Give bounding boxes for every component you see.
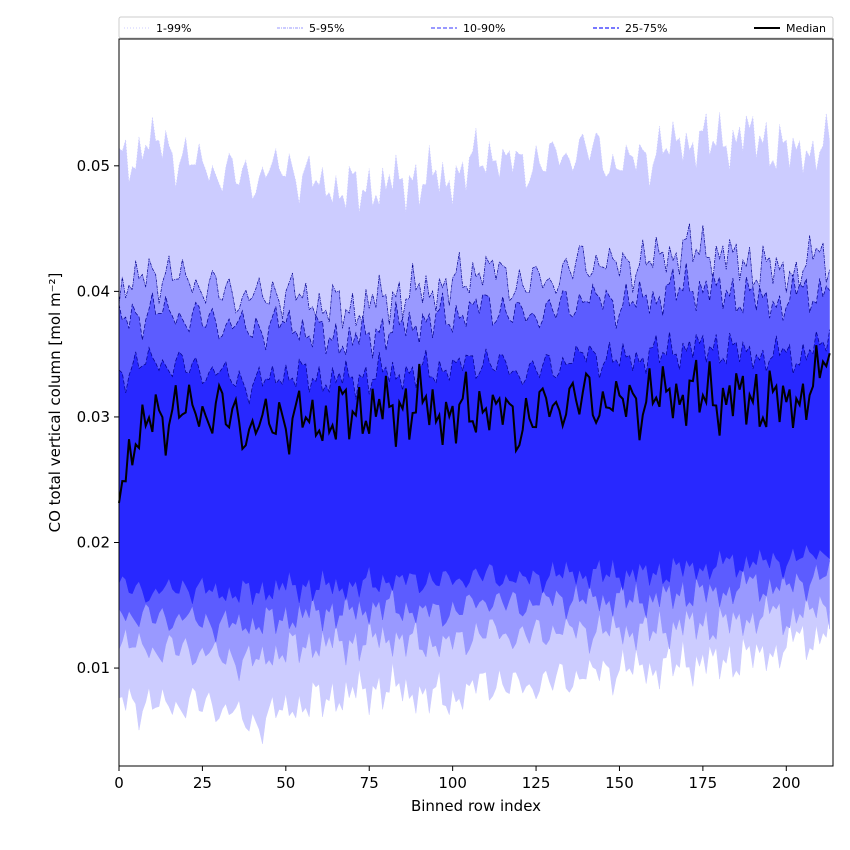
band-lower-1-99 [118, 611, 830, 744]
legend: 1-99% 5-95% 10-90% 25-75% Median [118, 16, 834, 39]
x-axis-label: Binned row index [411, 797, 541, 815]
x-tick-label: 125 [522, 774, 551, 792]
y-tick-label: 0.05 [77, 157, 110, 175]
y-tick-label: 0.02 [77, 534, 110, 552]
y-tick-label: 0.01 [77, 659, 110, 677]
median-layer [118, 345, 831, 504]
legend-label: 25-75% [625, 22, 667, 35]
band-lower-5-95 [118, 593, 830, 681]
x-axis: 0 25 50 75 100 125 150 175 200 [114, 766, 801, 792]
x-tick-label: 25 [193, 774, 212, 792]
y-axis: 0.01 0.02 0.03 0.04 0.05 [77, 157, 119, 677]
x-tick-label: 75 [360, 774, 379, 792]
y-tick-label: 0.04 [77, 282, 110, 300]
x-tick-label: 100 [438, 774, 467, 792]
legend-box [118, 16, 834, 39]
x-tick-label: 175 [689, 774, 718, 792]
legend-label: Median [786, 22, 826, 35]
band-upper-10-90 [118, 262, 830, 359]
band-lower-10-90 [118, 560, 830, 643]
x-tick-label: 50 [276, 774, 295, 792]
legend-label: 10-90% [463, 22, 505, 35]
band-upper-25-75 [118, 329, 831, 405]
band-upper-1-99 [118, 112, 831, 213]
band-upper-5-95 [118, 223, 831, 329]
y-axis-label: CO total vertical column [mol m⁻²] [46, 273, 64, 533]
legend-label: 5-95% [309, 22, 344, 35]
median-line [118, 345, 831, 504]
plot-frame [118, 38, 834, 767]
y-tick-label: 0.03 [77, 408, 110, 426]
legend-label: 1-99% [156, 22, 191, 35]
x-tick-label: 150 [605, 774, 634, 792]
band-lower-25-75 [118, 543, 830, 605]
x-tick-label: 0 [114, 774, 124, 792]
x-tick-label: 200 [772, 774, 801, 792]
